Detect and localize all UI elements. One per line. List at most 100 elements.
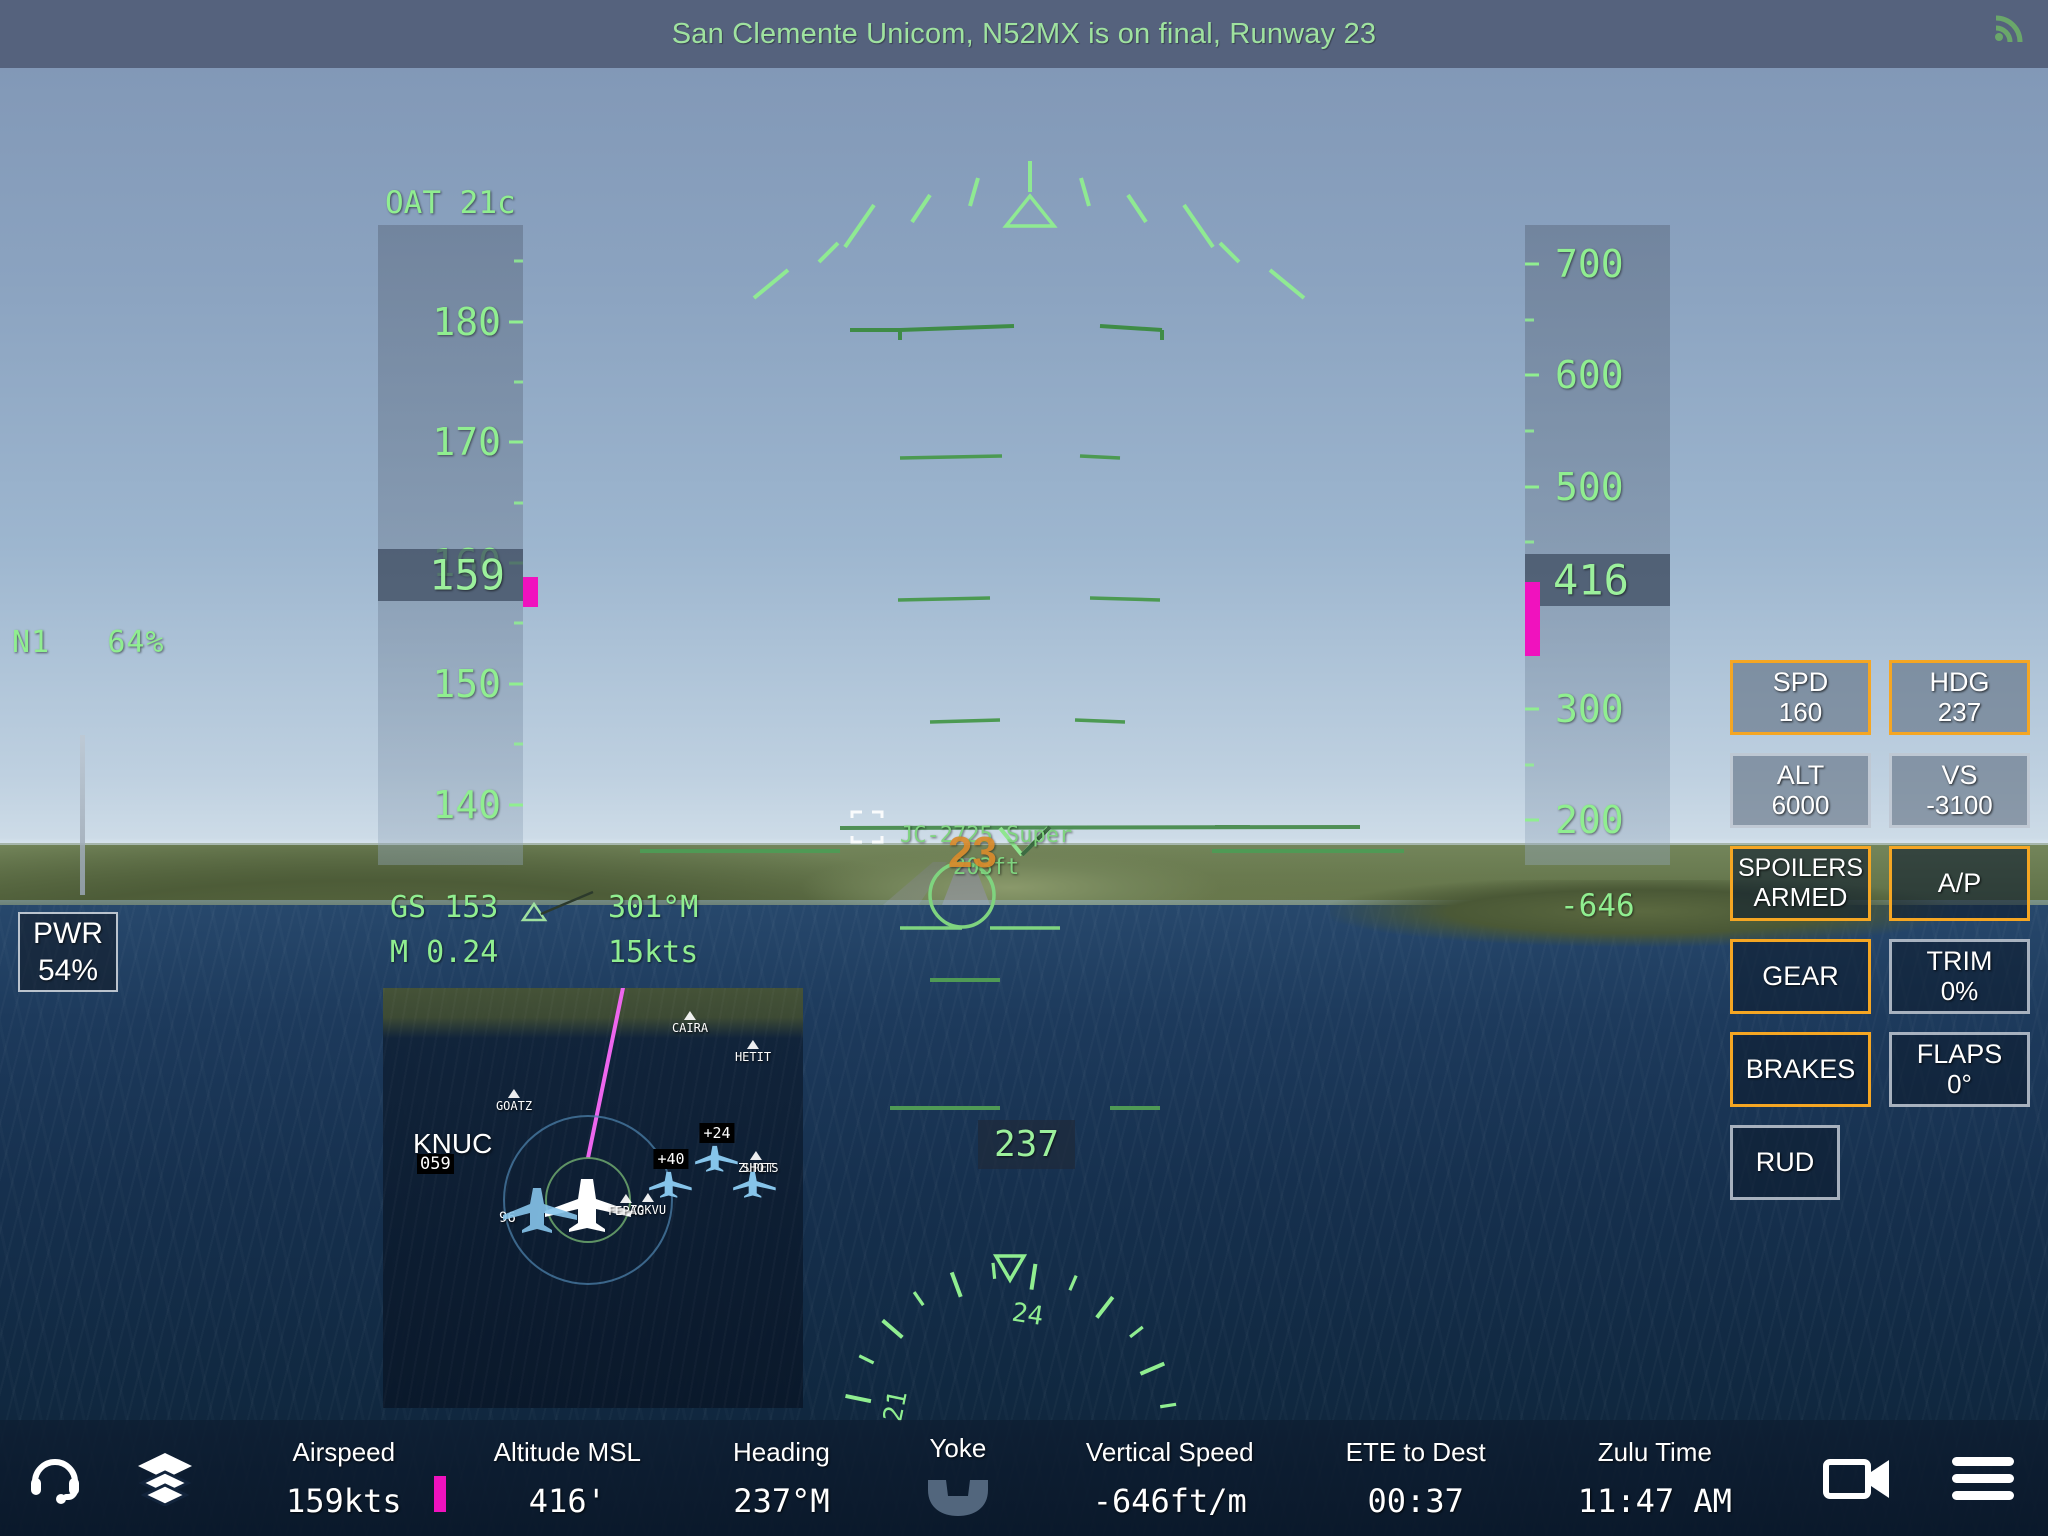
layers-icon[interactable] [110,1450,220,1506]
airspeed-tick [509,440,523,444]
rud-button[interactable]: RUD [1730,1125,1840,1200]
altitude-minor-tick [1525,318,1534,322]
alt-button[interactable]: ALT 6000 [1730,753,1871,828]
map-waypoint: ZOKVU [630,1193,666,1217]
wind-arrow-icon [520,890,594,922]
waypoint-triangle-icon [508,1089,520,1098]
altitude-tick-label: 300 [1555,687,1624,732]
panel-button-row: ALT 6000 VS -3100 [1730,753,2030,828]
altitude-tick [1525,707,1539,711]
telemetry-zulu-time: Zulu Time 11:47 AM [1578,1437,1732,1520]
altitude-tick-label: 700 [1555,241,1624,286]
flaps-button[interactable]: FLAPS 0° [1889,1032,2030,1107]
waypoint-label: CAIRA [671,1021,709,1035]
map-waypoint: CAIRA [672,1011,708,1035]
telemetry-value: 416' [528,1481,606,1520]
map-traffic-target: +40 [648,1149,694,1199]
vertical-speed-readout: -646 [1560,888,1635,924]
airspeed-bug-marker [434,1476,446,1512]
video-camera-icon[interactable] [1798,1452,1918,1504]
power-label: PWR [33,916,103,950]
panel-button-row: SPOILERS ARMED A/P [1730,846,2030,921]
airspeed-tick-label: 140 [432,782,501,827]
altitude-tick [1525,485,1539,489]
compass-tick [912,1291,925,1307]
telemetry-value: 237°M [733,1481,830,1520]
alt-button-value: 6000 [1771,790,1830,821]
telemetry-label: Zulu Time [1597,1436,1712,1467]
altitude-minor-tick [1525,540,1534,544]
traffic-altitude-label: +24 [699,1123,735,1143]
brakes-button[interactable]: BRAKES [1730,1032,1871,1107]
altitude-tick-label: 200 [1555,798,1624,843]
telemetry-yoke: Yoke [922,1433,994,1523]
atc-message-text: San Clemente Unicom, N52MX is on final, … [671,17,1377,50]
oat-label: OAT [385,185,441,221]
spd-button[interactable]: SPD 160 [1730,660,1871,735]
wind-speed: 15kts [608,935,699,970]
airspeed-tick [509,320,523,324]
telemetry-ete-to-dest: ETE to Dest 00:37 [1346,1437,1486,1520]
traffic-name-label: SHOTS [742,1161,779,1175]
altitude-current-value: 416 [1553,555,1629,605]
map-waypoint: ZUPET [738,1151,774,1175]
airspeed-minor-tick [514,380,523,384]
spoilers-button[interactable]: SPOILERS ARMED [1730,846,1871,921]
telemetry-airspeed: Airspeed 159kts [286,1437,402,1520]
waypoint-triangle-icon [750,1151,762,1160]
airspeed-minor-tick [514,621,523,625]
airspeed-tick-label: 150 [432,661,501,706]
vs-button-value: -3100 [1926,790,1993,821]
wind-direction: 301°M [608,890,699,925]
yoke-icon[interactable] [922,1474,994,1523]
trim-button[interactable]: TRIM 0% [1889,939,2030,1014]
airspeed-tick [509,682,523,686]
flaps-button-value: 0° [1947,1069,1972,1100]
airspeed-current-value: 159 [429,550,505,600]
compass-tick [881,1318,904,1339]
altitude-tick [1525,262,1539,266]
altitude-bug [1525,582,1540,657]
groundspeed-mach-block: GS 153 M 0.24 [390,885,498,975]
gs-label: GS [390,890,427,925]
ownship-icon [545,1179,631,1232]
headset-icon[interactable] [0,1450,110,1506]
airspeed-tick-label: 170 [432,420,501,465]
runway-number-marking: 23 [948,828,997,877]
telemetry-altitude-msl: Altitude MSL 416' [494,1437,641,1520]
hamburger-menu-icon[interactable] [1918,1454,2048,1502]
bottom-status-bar: Airspeed 159kts Altitude MSL 416' Heading 237… [0,1420,2048,1536]
sky [0,0,2048,880]
airspeed-minor-tick [514,501,523,505]
compass-tick [1129,1325,1144,1339]
compass-label: 21 [878,1388,914,1425]
telemetry-label: Vertical Speed [1085,1436,1254,1467]
telemetry-label: Airspeed [292,1436,396,1467]
airspeed-tape: 180170160150140159 [378,225,538,865]
compass-tick [991,1262,997,1279]
telemetry-label: ETE to Dest [1345,1436,1486,1467]
panel-button-row: SPD 160 HDG 237 [1730,660,2030,735]
altitude-minor-tick [1525,429,1534,433]
telemetry-value: -646ft/m [1092,1481,1247,1520]
spoilers-button-value: ARMED [1753,881,1848,912]
hdg-button-value: 237 [1937,697,1982,728]
mach-value: 0.24 [426,935,499,970]
spd-button-value: 160 [1778,697,1823,728]
hdg-button[interactable]: HDG 237 [1889,660,2030,735]
ap-button[interactable]: A/P [1889,846,2030,921]
airspeed-minor-tick [514,259,523,263]
waypoint-label: GOATZ [495,1099,533,1113]
vs-button[interactable]: VS -3100 [1889,753,2030,828]
power-value: 54% [37,954,99,987]
compass-tick [949,1271,963,1298]
gear-button[interactable]: GEAR [1730,939,1871,1014]
traffic-plane-icon [649,1171,692,1198]
n1-label: N1 [12,625,51,660]
rud-button-label: RUD [1755,1146,1815,1177]
compass-heading-pointer [992,1254,1028,1284]
waypoint-triangle-icon [684,1011,696,1020]
moving-map[interactable]: KNUC 059 96 CAIRAHETITGOATZZUPETZOKVUFEP… [383,988,803,1408]
altitude-tick [1525,818,1539,822]
map-waypoint: GOATZ [496,1089,532,1113]
